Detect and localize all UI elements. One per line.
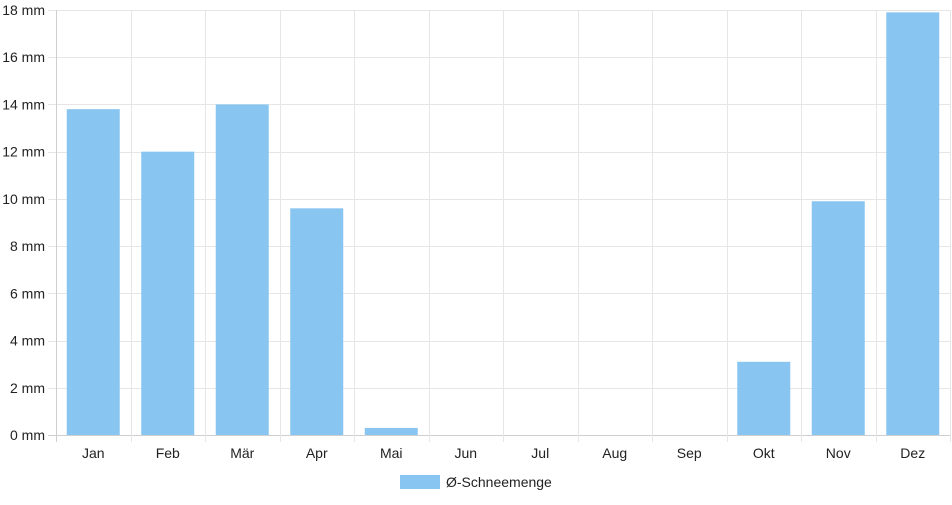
bar-feb[interactable] (141, 151, 195, 435)
legend-label[interactable]: Ø-Schneemenge (446, 474, 552, 490)
y-tick-labels: 0 mm 2 mm 4 mm 6 mm 8 mm 10 mm 12 mm 14 mm 16 mm… (2, 2, 45, 443)
y-tick-label: 0 mm (10, 427, 45, 443)
bar-mär[interactable] (215, 104, 269, 435)
y-tick-label: 16 mm (2, 49, 45, 65)
y-tick-label: 18 mm (2, 2, 45, 18)
bar-nov[interactable] (811, 201, 865, 435)
legend[interactable]: Ø-Schneemenge (400, 474, 552, 490)
x-tick-label: Sep (677, 445, 702, 461)
x-tick-label: Mai (380, 445, 403, 461)
y-tick-label: 14 mm (2, 96, 45, 112)
y-tick-label: 4 mm (10, 333, 45, 349)
bar-mai[interactable] (364, 427, 418, 435)
y-tick-label: 2 mm (10, 380, 45, 396)
bar-apr[interactable] (290, 208, 344, 435)
legend-swatch[interactable] (400, 475, 440, 489)
y-tick-label: 6 mm (10, 285, 45, 301)
x-tick-label: Apr (306, 445, 328, 461)
x-tick-label: Mär (230, 445, 254, 461)
bars (66, 12, 940, 436)
x-tick-labels: Jan Feb Mär Apr Mai Jun Jul Aug Sep Okt Nov Dez (82, 445, 925, 461)
bar-okt[interactable] (737, 361, 791, 435)
x-tick-label: Feb (156, 445, 180, 461)
bar-dez[interactable] (886, 12, 940, 435)
x-tick-label: Nov (826, 445, 851, 461)
x-tick-label: Dez (900, 445, 925, 461)
y-tick-label: 12 mm (2, 144, 45, 160)
x-tick-label: Okt (753, 445, 775, 461)
bar-jan[interactable] (66, 109, 120, 436)
x-tick-label: Jan (82, 445, 105, 461)
y-tick-label: 10 mm (2, 191, 45, 207)
x-tick-label: Jul (531, 445, 549, 461)
x-tick-label: Aug (602, 445, 627, 461)
y-tick-label: 8 mm (10, 238, 45, 254)
x-tick-label: Jun (454, 445, 477, 461)
grid-lines (48, 10, 951, 442)
